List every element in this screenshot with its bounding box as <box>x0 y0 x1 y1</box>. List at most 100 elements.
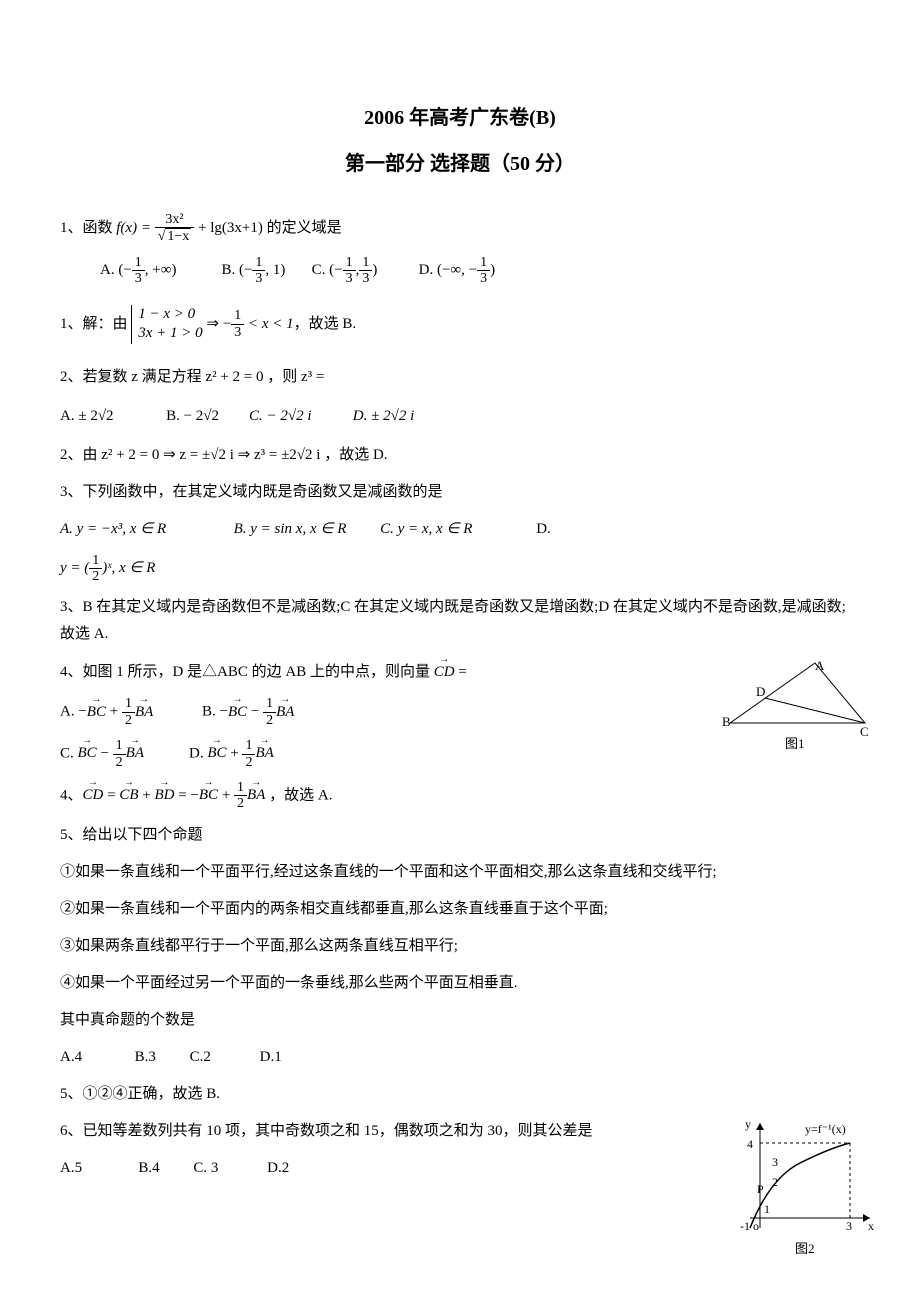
q4s-v5: BA <box>247 782 265 809</box>
q4c-fn: 1 <box>113 738 126 754</box>
q1c-n1: 1 <box>343 255 356 271</box>
q3d-d: 2 <box>89 569 102 584</box>
q1-sol-tail: ，故选 B. <box>294 316 357 332</box>
q4s-v3: BD <box>154 782 174 809</box>
q4a-fn: 1 <box>122 696 135 712</box>
q4c-v2: BA <box>126 740 144 767</box>
fig2-y1: 1 <box>764 1202 770 1216</box>
q6-optC: C. 3 <box>193 1160 218 1176</box>
page-subtitle: 第一部分 选择题（50 分） <box>60 146 860 182</box>
q1-case1: 1 − x > 0 <box>138 305 202 325</box>
q2-optC: C. − 2√2 i <box>249 408 312 424</box>
q4s-p: + <box>139 787 155 803</box>
q4-options-row2: C. →BC − 12→BA D. →BC + 12→BA <box>60 738 860 770</box>
q3-optA: A. y = −x³, x ∈ R <box>60 521 166 537</box>
q4s-eq: = <box>103 787 119 803</box>
q3-text: 3、下列函数中，在其定义域内既是奇函数又是减函数的是 <box>60 484 443 500</box>
q4s-v4: BC <box>199 782 218 809</box>
q5-p3: ③如果两条直线都平行于一个平面,那么这两条直线互相平行; <box>60 933 860 960</box>
fig2-xm1: -1 <box>740 1219 750 1233</box>
q1b-n: 1 <box>252 255 265 271</box>
q4a-pre: A. − <box>60 704 87 720</box>
q4s-fd: 2 <box>234 796 247 811</box>
q6-text: 6、已知等差数列共有 10 项，其中奇数项之和 15，偶数项之和为 30，则其公… <box>60 1123 593 1139</box>
q5-tail: 其中真命题的个数是 <box>60 1007 860 1034</box>
fig2-P: P <box>757 1182 764 1196</box>
q4a-mid: + <box>106 704 122 720</box>
question-5: 5、给出以下四个命题 <box>60 822 860 849</box>
q4a-v1: BC <box>87 699 106 726</box>
q1-solution: 1、解：由 1 − x > 0 3x + 1 > 0 ⇒ −13 < x < 1… <box>60 305 860 344</box>
q1d-d: 3 <box>477 271 490 286</box>
q4-vec-sym: CD <box>434 659 455 686</box>
q1c-d2: 3 <box>359 271 372 286</box>
fig2-curve: y=f⁻¹(x) <box>805 1122 846 1136</box>
q1-cases: 1 − x > 0 3x + 1 > 0 <box>131 305 202 344</box>
q1-case2: 3x + 1 > 0 <box>138 324 202 344</box>
q4s-p2: + <box>218 787 234 803</box>
q1-optC: C. (−13, 13) <box>312 255 378 287</box>
q4-options-row1: A. −→BC + 12→BA B. −→BC − 12→BA <box>60 696 860 728</box>
q4b-fn: 1 <box>263 696 276 712</box>
q6-optA: A.5 <box>60 1160 82 1176</box>
q1a-d: 3 <box>132 271 145 286</box>
q4s-v2: CB <box>119 782 138 809</box>
q3-optD: y = (12)ˣ, x ∈ R <box>60 560 155 576</box>
q1b-post: , 1) <box>265 257 285 284</box>
q3-optD-label: D. <box>536 521 551 537</box>
q2-optD: D. ± 2√2 i <box>353 408 414 424</box>
q2-optA: A. ± 2√2 <box>60 408 114 424</box>
q1c-d1: 3 <box>343 271 356 286</box>
q1-sol-mid1: ⇒ − <box>206 316 231 332</box>
q5-p2: ②如果一条直线和一个平面内的两条相交直线都垂直,那么这条直线垂直于这个平面; <box>60 896 860 923</box>
q1-sqrt: 1−x <box>165 228 191 244</box>
q5-p4-t: ④如果一个平面经过另一个平面的一条垂线,那么些两个平面互相垂直. <box>60 975 518 991</box>
q4d-v2: BA <box>255 740 273 767</box>
q1d-pre: D. (−∞, − <box>419 257 477 284</box>
q4s-tail: ，故选 A. <box>265 787 332 803</box>
q3-optB: B. y = sin x, x ∈ R <box>234 521 347 537</box>
q2-text: 2、若复数 z 满足方程 z² + 2 = 0 ，则 z³ = <box>60 369 324 385</box>
q5-p1-t: ①如果一条直线和一个平面平行,经过这条直线的一个平面和这个平面相交,那么这条直线… <box>60 864 717 880</box>
question-3: 3、下列函数中，在其定义域内既是奇函数又是减函数的是 <box>60 479 860 506</box>
page-title: 2006 年高考广东卷(B) <box>60 100 860 136</box>
q4b-v2: BA <box>276 699 294 726</box>
q1a-n: 1 <box>132 255 145 271</box>
q5-optB: B.3 <box>135 1049 156 1065</box>
q1-num: 3x² <box>155 212 195 228</box>
q2-sol: 2、由 z² + 2 = 0 ⇒ z = ±√2 i ⇒ z³ = ±2√2 i… <box>60 447 388 463</box>
q1d-n: 1 <box>477 255 490 271</box>
q1-optA-pre: A. (− <box>100 257 132 284</box>
q1-optA: A. (−13, +∞) <box>100 255 176 287</box>
q5-text: 5、给出以下四个命题 <box>60 827 203 843</box>
q3d-pre: y = ( <box>60 560 89 576</box>
q3-optC: C. y = x, x ∈ R <box>380 521 472 537</box>
q1-optB: B. (−13, 1) <box>221 255 285 287</box>
q4-vec-cd: →CD <box>434 658 455 686</box>
q1-main-frac: 3x² √1−x <box>155 212 195 245</box>
q4d-pre: D. <box>189 745 207 761</box>
graph-svg: y x 4 3 2 1 -1 3 o P y=f⁻¹(x) 图2 <box>720 1118 880 1258</box>
question-1: 1、函数 f(x) = 3x² √1−x + lg(3x+1) 的定义域是 <box>60 212 860 245</box>
q3-solution: 3、B 在其定义域内是奇函数但不是减函数;C 在其定义域内既是奇函数又是增函数;… <box>60 594 860 648</box>
q1-lhs: f(x) = <box>116 220 154 236</box>
q4s-eq2: = − <box>174 787 198 803</box>
q4b-fd: 2 <box>263 713 276 728</box>
q4d-fd: 2 <box>242 755 255 770</box>
q2-optB: B. − 2√2 <box>166 408 219 424</box>
q4-text-post: = <box>458 664 466 680</box>
fig2-o: o <box>753 1219 759 1233</box>
q5-tail-t: 其中真命题的个数是 <box>60 1012 195 1028</box>
q5-sol: 5、①②④正确，故选 B. <box>60 1086 220 1102</box>
q1-den: √1−x <box>155 228 195 244</box>
q4a-v2: BA <box>135 699 153 726</box>
q4-solution: 4、→CD = →CB + →BD = −→BC + 12→BA ，故选 A. <box>60 780 860 812</box>
q1c-pre: C. (− <box>312 257 343 284</box>
q1-func: f(x) = 3x² √1−x + lg(3x+1) 的定义域是 <box>116 220 341 236</box>
q3-optD-line: y = (12)ˣ, x ∈ R <box>60 553 860 585</box>
q5-options: A.4 B.3 C.2 D.1 <box>60 1044 860 1071</box>
fig2-label: 图2 <box>795 1241 815 1256</box>
q4d-v1: BC <box>207 740 226 767</box>
fig2-y4: 4 <box>747 1137 753 1151</box>
q5-optC: C.2 <box>190 1049 211 1065</box>
